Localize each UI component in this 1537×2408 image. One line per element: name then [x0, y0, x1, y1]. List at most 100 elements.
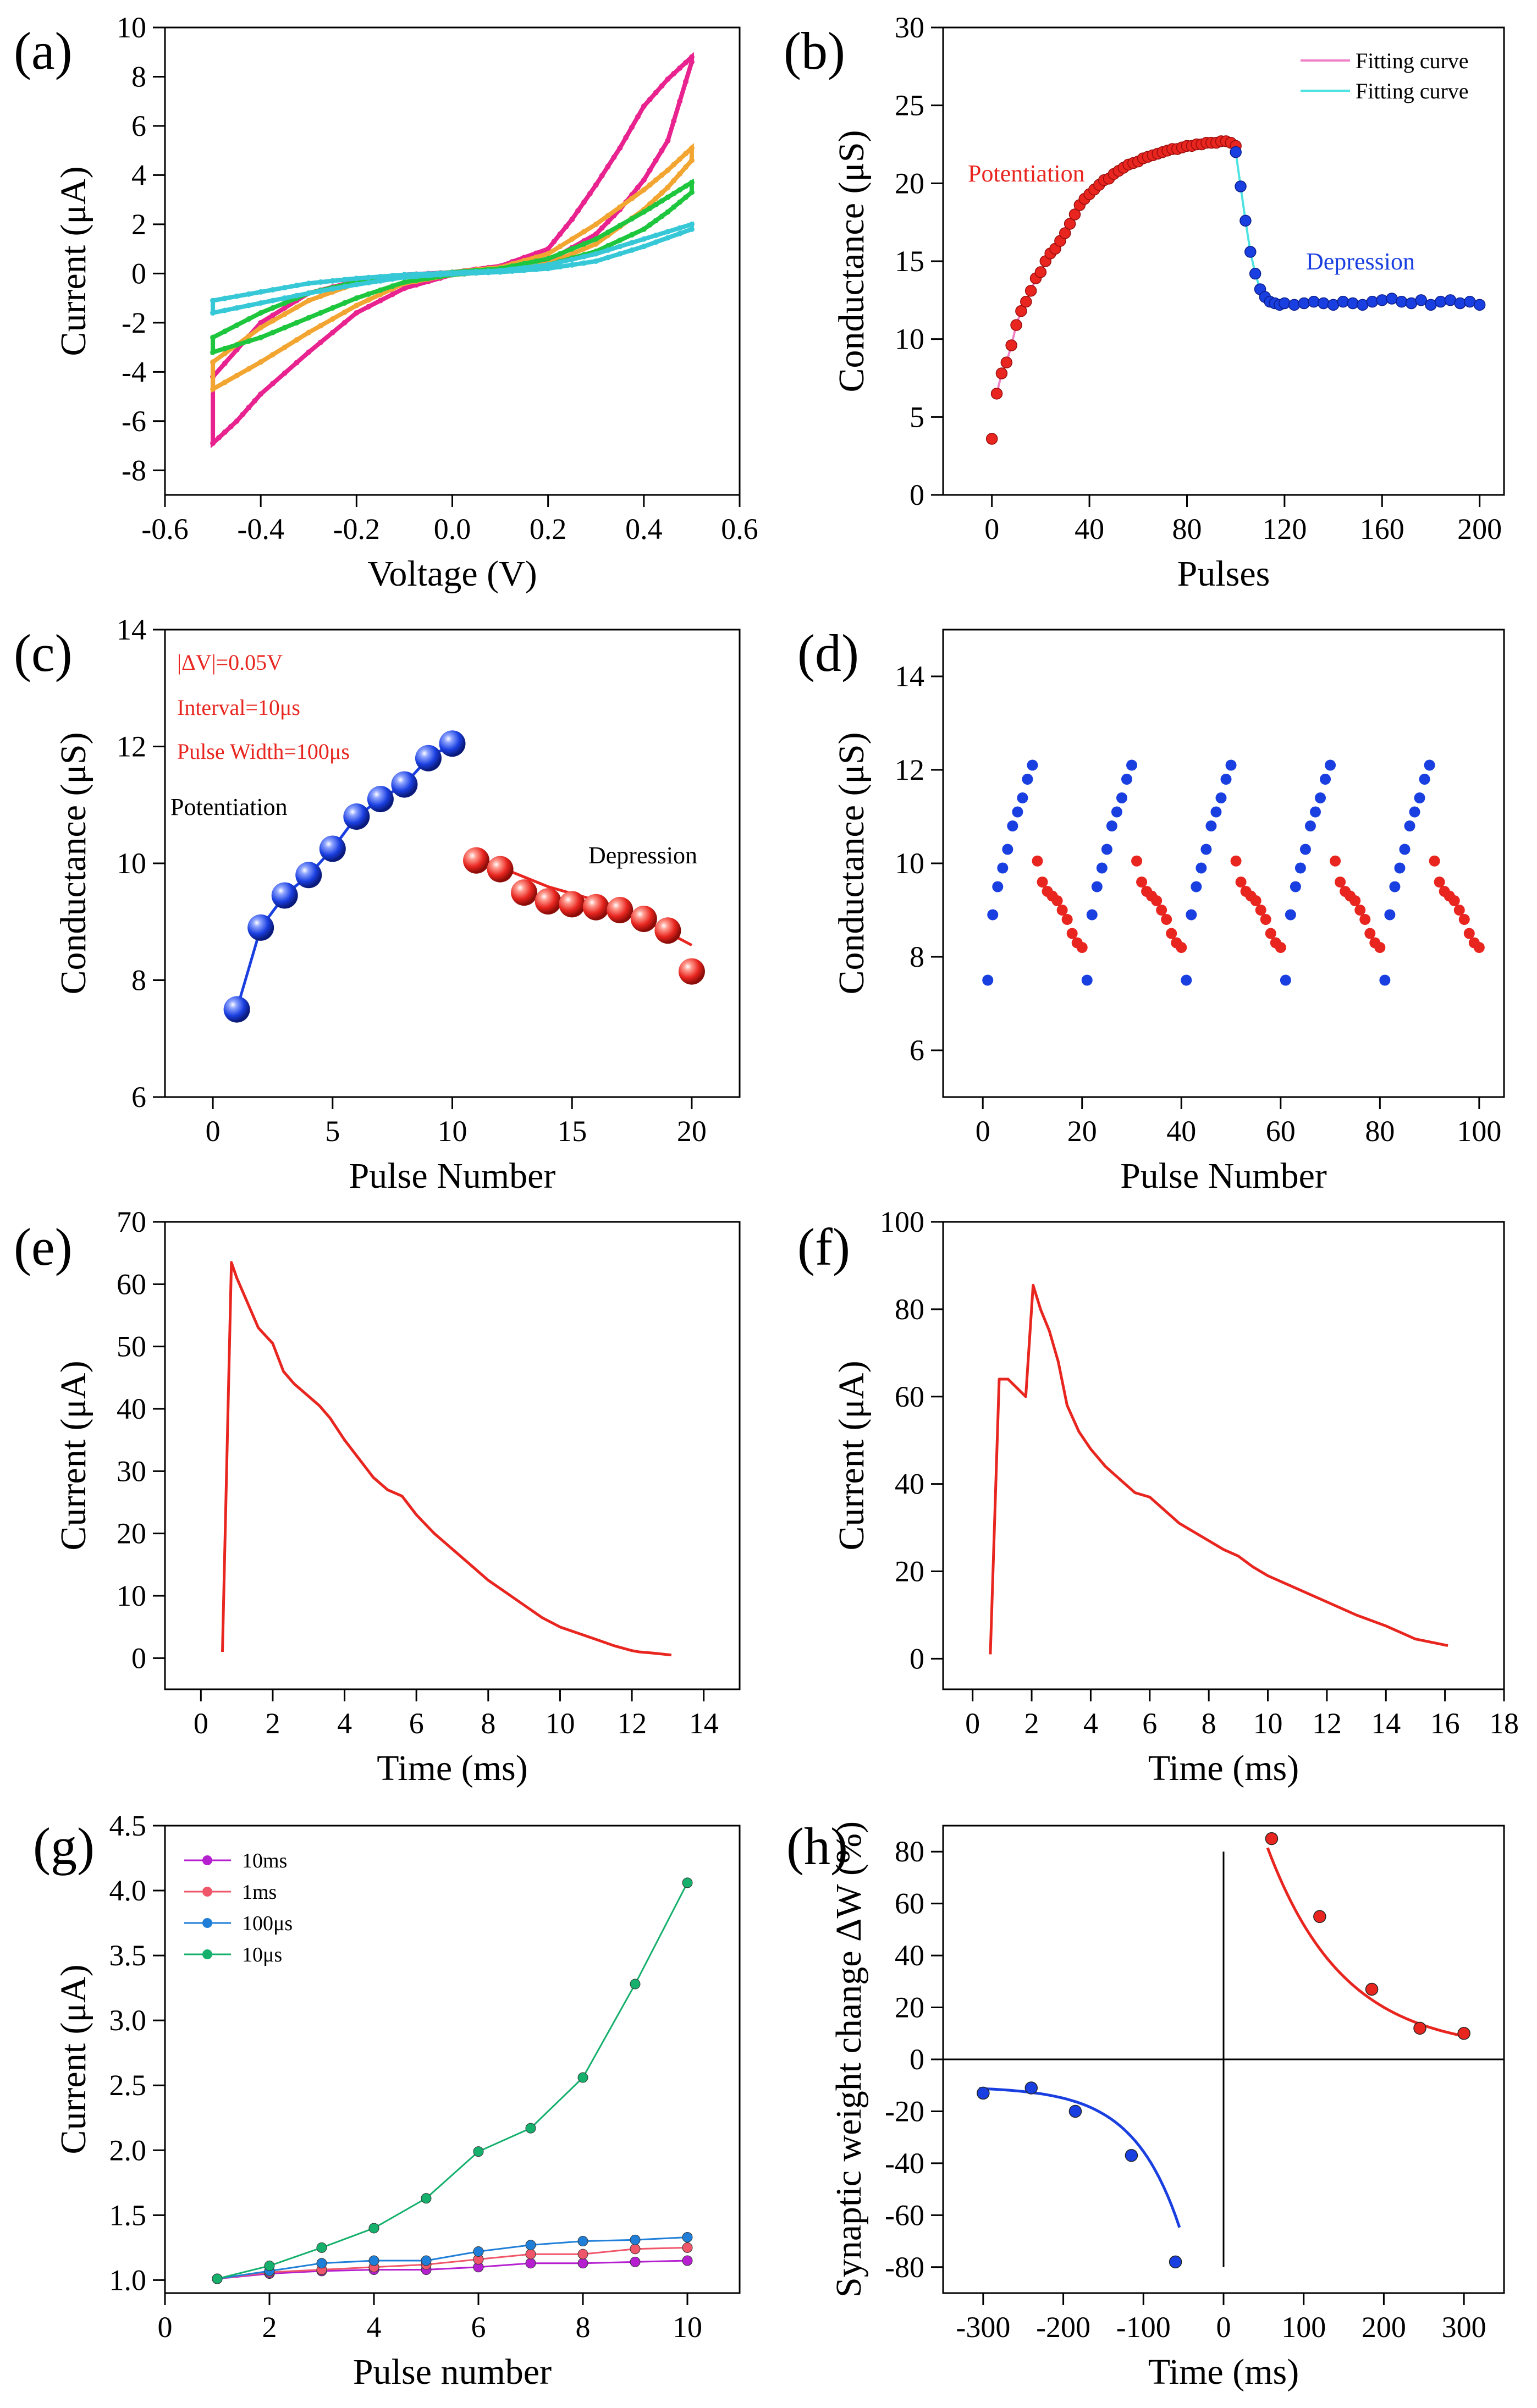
iv-point	[587, 190, 593, 196]
iv-point	[258, 289, 264, 295]
cycle-potentiation-point	[1399, 844, 1411, 855]
cycle-potentiation-point	[1205, 820, 1217, 831]
iv-point	[258, 300, 264, 306]
depression-point	[1366, 295, 1379, 308]
iv-point	[557, 251, 563, 257]
iv-point	[306, 290, 312, 296]
iv-point	[688, 59, 695, 65]
iv-point	[306, 349, 312, 355]
stdp-point	[1125, 2148, 1138, 2162]
panel-f: 0 2 4 6 8 10 12 14 16 18 0 20 40 60 80 100 Time (ms) Curr…	[797, 1205, 1519, 1788]
iv-point	[617, 237, 623, 243]
plot-frame	[164, 1221, 741, 1690]
potentiation-point	[1024, 285, 1037, 297]
iv-point	[521, 267, 527, 273]
x-tick-label: -200	[1036, 2311, 1090, 2344]
cycle-potentiation-point	[992, 881, 1004, 892]
panel-a: -0.6 -0.4 -0.2 0.0 0.2 0.4 0.6 -8 -6 -4 -2 0 2 4 6 8 10 V…	[14, 11, 758, 594]
iv-point	[222, 307, 228, 313]
iv-point	[222, 360, 228, 366]
plot-frame	[164, 1825, 741, 2294]
iv-point	[671, 190, 677, 196]
cycle-depression-point	[1463, 928, 1475, 939]
iv-point	[653, 202, 659, 208]
cycle-potentiation-point	[1126, 759, 1138, 771]
y-tick-label: 15	[895, 245, 924, 278]
iv-point	[593, 182, 599, 188]
iv-point	[629, 232, 635, 238]
iv-point	[611, 154, 617, 160]
iv-point	[665, 184, 671, 190]
iv-point	[210, 440, 216, 447]
iv-point	[318, 339, 324, 345]
iv-point	[593, 236, 599, 242]
iv-point	[605, 219, 611, 225]
iv-point	[557, 244, 563, 250]
x-axis-title: Time (ms)	[377, 1748, 527, 1788]
annotation-delta-v: |ΔV|=0.05V	[177, 650, 283, 675]
depression-point	[1464, 295, 1476, 308]
cycle-potentiation-point	[1290, 881, 1301, 892]
x-tick-label: 0	[984, 513, 999, 545]
y-axis-title: Current (μA)	[53, 1964, 93, 2154]
x-tick-label: 14	[689, 1707, 719, 1740]
series-point	[630, 1979, 641, 1990]
potentiation-point	[995, 367, 1008, 379]
y-tick-label: -2	[122, 306, 146, 339]
x-tick-label: 12	[1312, 1707, 1342, 1740]
iv-point	[377, 291, 383, 297]
x-tick-label: 4	[337, 1707, 352, 1740]
depression-point	[1395, 295, 1408, 308]
iv-point	[329, 305, 335, 311]
depression-point	[1357, 299, 1369, 311]
stdp-point	[977, 2086, 990, 2100]
iv-point	[569, 236, 575, 242]
cycle-potentiation-point	[1320, 774, 1331, 785]
potentiation-point	[1068, 208, 1081, 221]
iv-point	[599, 173, 605, 179]
legend-label: 1ms	[242, 1881, 277, 1904]
iv-point	[282, 295, 288, 301]
iv-point	[341, 319, 348, 326]
y-tick-label: 6	[131, 1081, 146, 1114]
iv-point	[629, 195, 635, 201]
y-axis-title: Current (μA)	[53, 1360, 93, 1550]
potentiation-ball	[343, 803, 370, 830]
iv-point	[222, 379, 228, 385]
iv-point	[647, 205, 653, 211]
legend-marker	[202, 1887, 212, 1897]
iv-point	[246, 405, 252, 411]
x-tick-label: 8	[481, 1707, 495, 1740]
y-tick-label: 1.5	[109, 2198, 147, 2231]
iv-point	[258, 310, 264, 316]
iv-point	[258, 324, 264, 330]
y-tick-label: 60	[895, 1380, 924, 1413]
iv-point	[569, 262, 575, 268]
panel-g: 0 2 4 6 8 10 1.0 1.5 2.0 2.5 3.0 3.5 4.0 4.5 Pulse num…	[33, 1809, 741, 2392]
cycle-potentiation-point	[1111, 806, 1122, 818]
iv-point	[683, 59, 689, 65]
iv-point	[659, 190, 665, 196]
y-tick-label: 0	[910, 1642, 924, 1675]
iv-point	[545, 256, 551, 262]
iv-point	[341, 300, 348, 306]
cycle-potentiation-point	[997, 862, 1009, 874]
cycle-potentiation-point	[1121, 774, 1132, 785]
iv-point	[688, 226, 695, 232]
depression-point	[1279, 297, 1291, 310]
depression-ball	[607, 897, 633, 923]
iv-point	[389, 291, 395, 297]
x-tick-label: 10	[545, 1707, 575, 1740]
iv-point	[437, 272, 443, 278]
iv-loop-sweep-2	[211, 143, 694, 393]
iv-point	[246, 366, 252, 372]
series-point	[316, 2258, 327, 2269]
iv-point	[683, 151, 689, 157]
y-tick-label: 20	[117, 1517, 146, 1550]
x-tick-label: 12	[617, 1707, 647, 1740]
series-point	[525, 2249, 536, 2260]
x-tick-label: 6	[1142, 1707, 1157, 1740]
cycle-potentiation-point	[1315, 792, 1326, 803]
x-tick-label: 0	[158, 2311, 173, 2344]
